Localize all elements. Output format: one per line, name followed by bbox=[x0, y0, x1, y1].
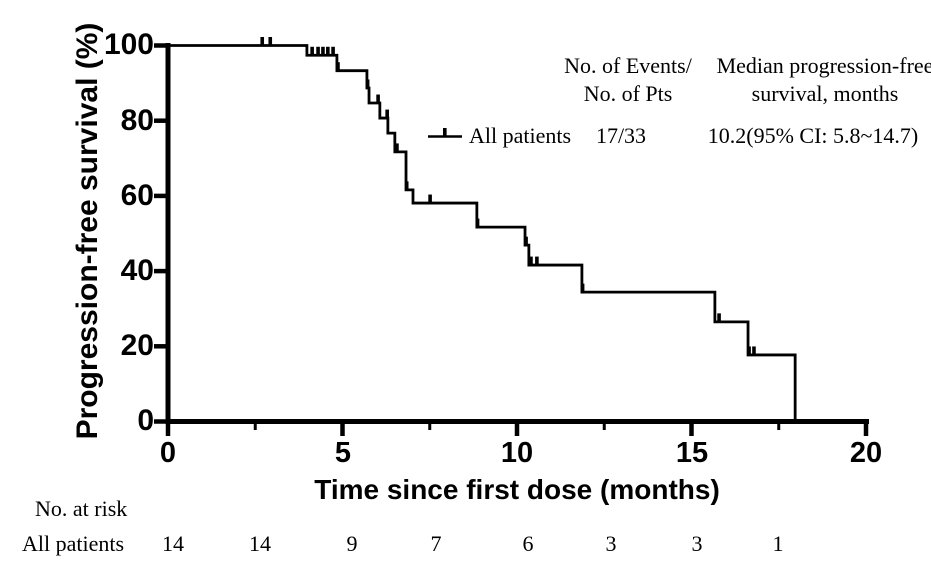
y-axis-title: Progression-free survival (%) bbox=[71, 22, 104, 440]
y-tick-label-0: 0 bbox=[137, 404, 154, 437]
legend-header-median-line1: Median progression-free bbox=[716, 53, 931, 78]
censor-tick bbox=[752, 346, 756, 355]
risk-count-3: 7 bbox=[430, 531, 442, 556]
censor-tick bbox=[336, 62, 340, 71]
censor-tick bbox=[404, 181, 409, 190]
y-tick-label-40: 40 bbox=[120, 254, 154, 287]
censor-tick bbox=[524, 236, 528, 246]
censor-tick bbox=[747, 346, 751, 355]
y-tick-label-20: 20 bbox=[120, 329, 154, 362]
censor-tick bbox=[310, 46, 314, 56]
risk-row-label: All patients bbox=[22, 531, 125, 556]
x-tick-label-15: 15 bbox=[675, 437, 709, 469]
censor-tick bbox=[316, 46, 320, 56]
censor-tick bbox=[395, 143, 399, 152]
censor-tick bbox=[717, 313, 721, 322]
censor-tick bbox=[260, 37, 265, 46]
legend-key-censor-tick bbox=[443, 128, 447, 137]
legend-header-events-line2: No. of Pts bbox=[583, 81, 673, 106]
x-tick-label-10: 10 bbox=[500, 437, 534, 469]
censor-tick bbox=[326, 46, 330, 56]
risk-count-2: 9 bbox=[346, 531, 358, 556]
censor-tick bbox=[321, 46, 325, 56]
risk-count-1: 14 bbox=[249, 531, 271, 556]
risk-count-5: 3 bbox=[605, 531, 617, 556]
legend-header-median: Median progression-free survival, months bbox=[695, 52, 931, 108]
x-tick-label-5: 5 bbox=[334, 437, 352, 469]
censor-tick bbox=[535, 256, 539, 266]
legend-series-label: All patients bbox=[469, 123, 572, 148]
y-tick-label-60: 60 bbox=[120, 179, 154, 212]
censor-tick bbox=[428, 194, 432, 204]
censor-tick bbox=[475, 218, 480, 228]
x-axis-title: Time since first dose (months) bbox=[314, 474, 720, 505]
risk-count-4: 6 bbox=[522, 531, 534, 556]
y-tick-label-80: 80 bbox=[120, 104, 154, 137]
legend-median-value: 10.2(95% CI: 5.8~14.7) bbox=[707, 123, 919, 148]
y-tick-label-100: 100 bbox=[103, 28, 154, 61]
legend-header-median-line2: survival, months bbox=[751, 81, 899, 106]
censor-tick bbox=[376, 94, 380, 104]
censor-tick bbox=[268, 37, 273, 46]
censor-tick bbox=[365, 79, 370, 88]
censor-tick bbox=[385, 109, 389, 119]
legend-header-events: No. of Events/ No. of Pts bbox=[528, 52, 728, 108]
legend-events-value: 17/33 bbox=[595, 123, 647, 148]
x-tick-label-0: 0 bbox=[159, 437, 177, 469]
legend-header-events-line1: No. of Events/ bbox=[564, 53, 692, 78]
censor-tick bbox=[331, 46, 335, 56]
x-tick-label-20: 20 bbox=[849, 437, 883, 469]
risk-table-title: No. at risk bbox=[35, 496, 128, 521]
risk-count-0: 14 bbox=[162, 531, 184, 556]
censor-tick bbox=[529, 256, 533, 266]
risk-count-7: 1 bbox=[772, 531, 784, 556]
censor-tick bbox=[580, 283, 585, 293]
risk-count-6: 3 bbox=[691, 531, 703, 556]
